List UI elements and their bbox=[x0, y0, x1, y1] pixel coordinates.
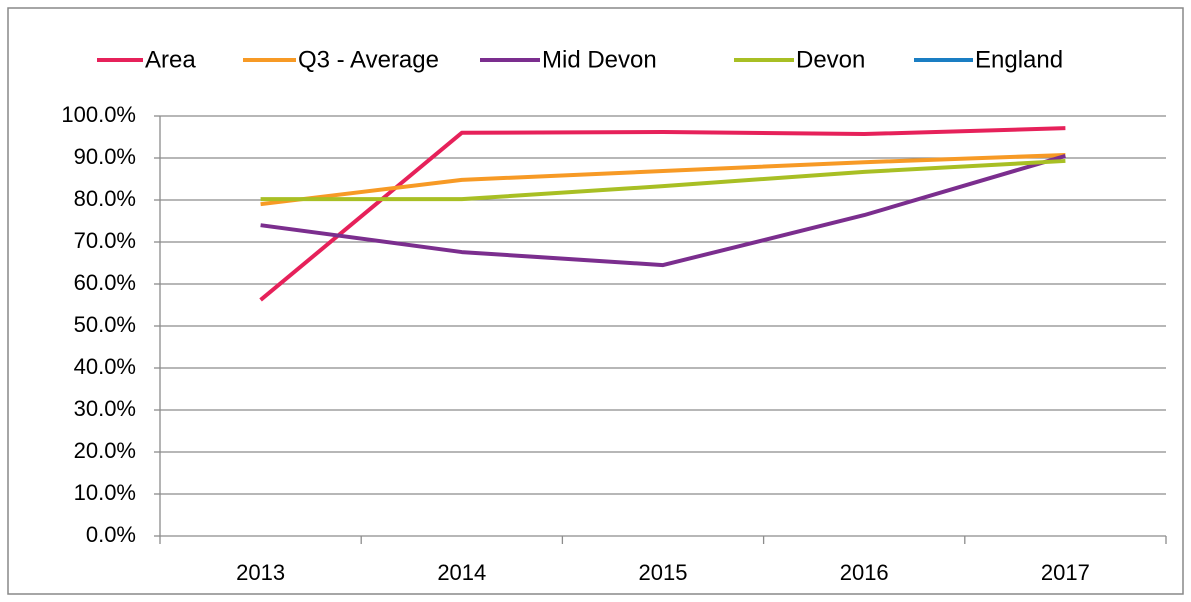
y-tick-label: 10.0% bbox=[74, 480, 136, 505]
y-tick-label: 0.0% bbox=[86, 522, 136, 547]
y-tick-label: 30.0% bbox=[74, 396, 136, 421]
y-tick-label: 70.0% bbox=[74, 228, 136, 253]
x-tick-label: 2016 bbox=[840, 560, 889, 585]
y-tick-label: 40.0% bbox=[74, 354, 136, 379]
legend-label: Devon bbox=[796, 46, 865, 73]
series-line bbox=[260, 153, 1066, 268]
y-tick-label: 20.0% bbox=[74, 438, 136, 463]
series-line bbox=[260, 158, 1066, 202]
legend-label: Mid Devon bbox=[542, 46, 657, 73]
x-tick-label: 2014 bbox=[437, 560, 486, 585]
y-tick-label: 60.0% bbox=[74, 270, 136, 295]
y-tick-label: 80.0% bbox=[74, 186, 136, 211]
x-tick-label: 2013 bbox=[236, 560, 285, 585]
y-tick-label: 90.0% bbox=[74, 144, 136, 169]
chart-frame bbox=[7, 7, 1184, 595]
legend-label: Area bbox=[145, 46, 196, 73]
x-tick-label: 2017 bbox=[1041, 560, 1090, 585]
x-tick-label: 2015 bbox=[639, 560, 688, 585]
legend-label: England bbox=[975, 46, 1063, 73]
series-line bbox=[260, 153, 1066, 207]
y-tick-label: 100.0% bbox=[61, 102, 136, 127]
y-tick-label: 50.0% bbox=[74, 312, 136, 337]
legend-label: Q3 - Average bbox=[298, 46, 439, 73]
